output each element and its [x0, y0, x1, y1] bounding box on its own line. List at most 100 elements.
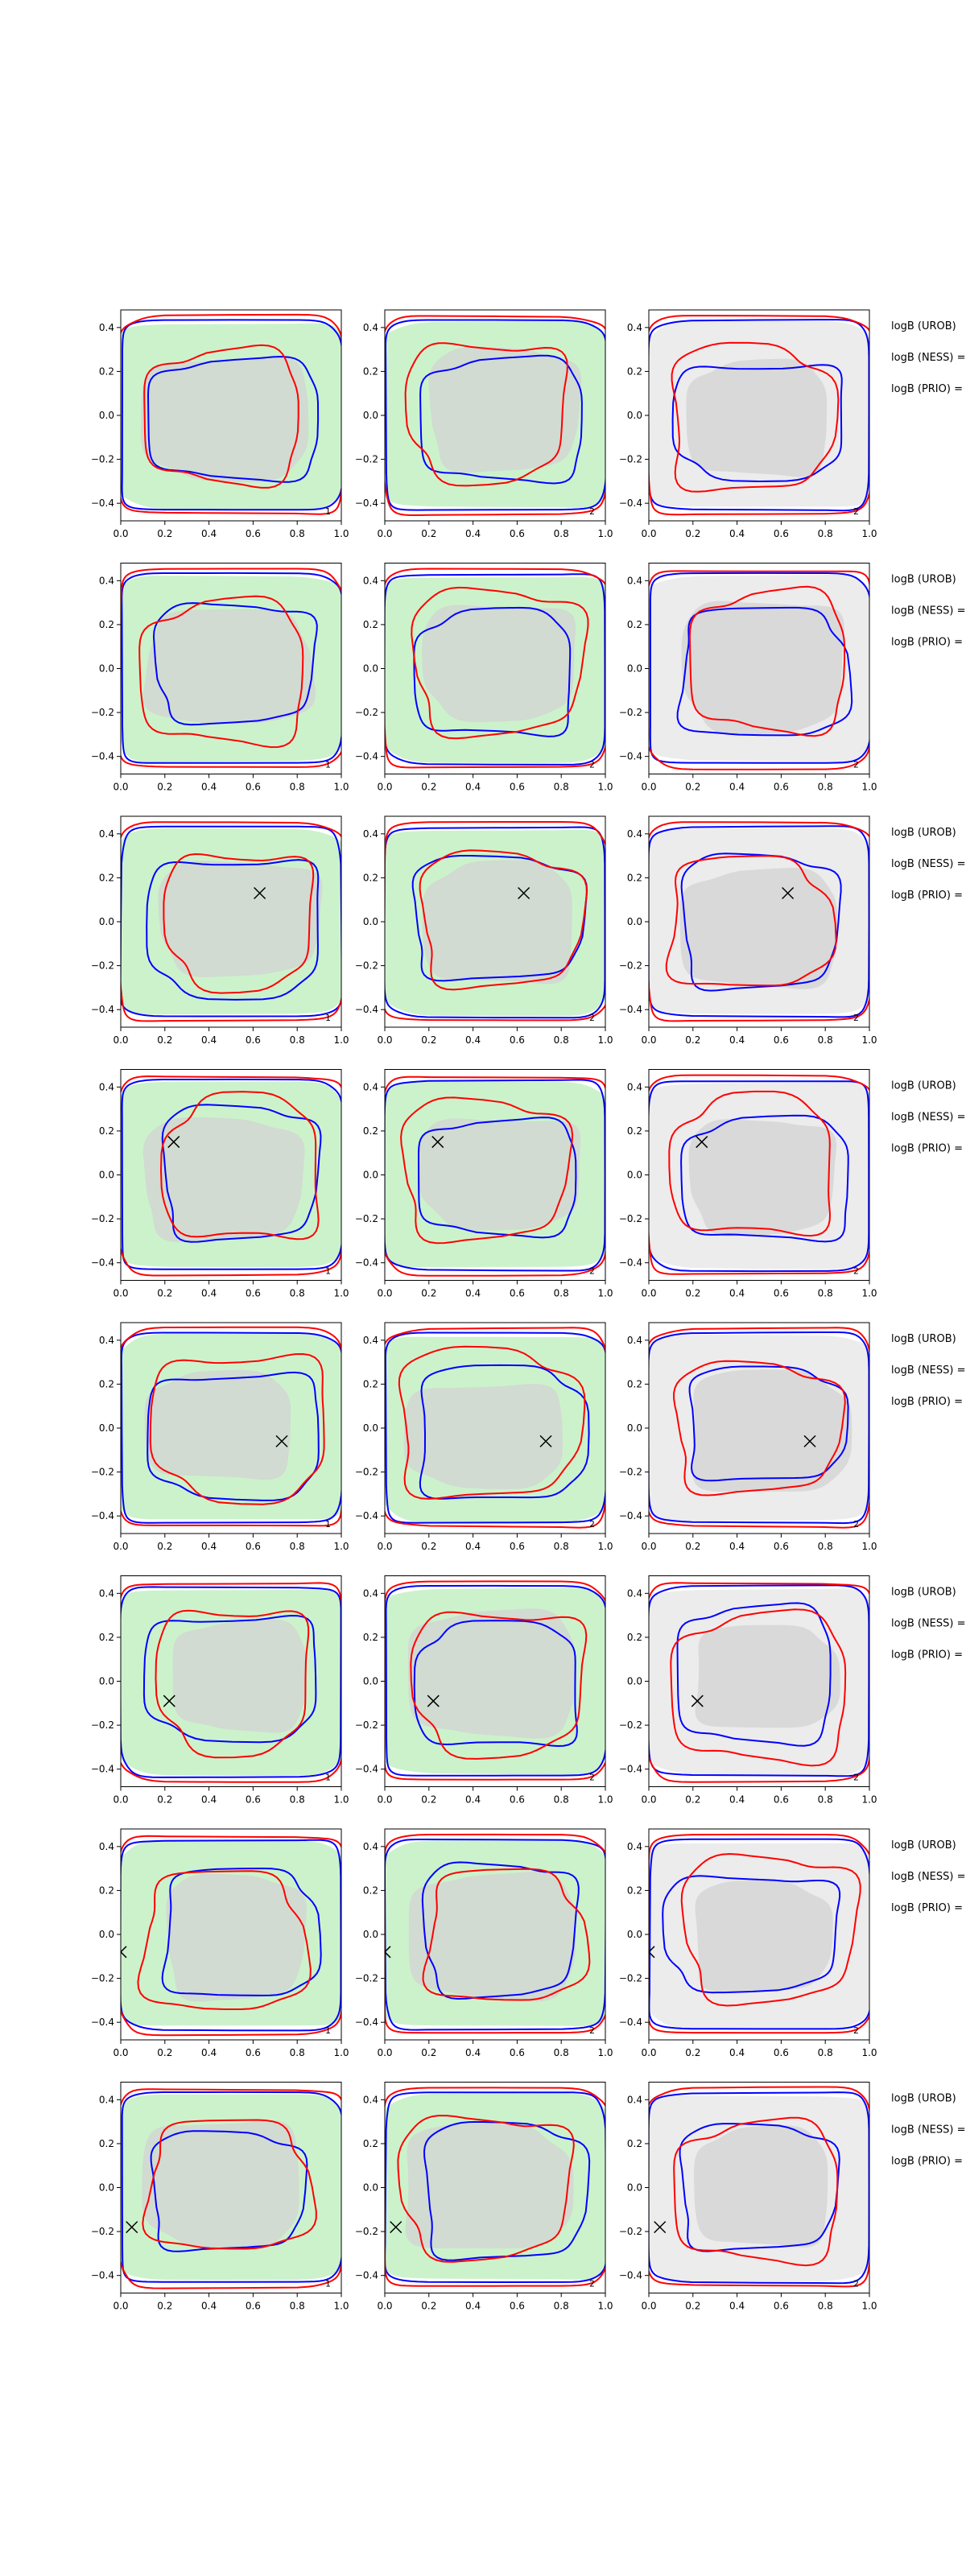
x-tick-label: 0.0 — [113, 2047, 128, 2058]
y-tick-label: 0.2 — [627, 1378, 642, 1389]
y-tick-label: −0.4 — [619, 1510, 642, 1521]
contour-blue-outer — [121, 1331, 341, 1524]
panel-label: 1 — [325, 2025, 331, 2036]
x-tick-label: 0.6 — [774, 2047, 789, 2058]
logb-label: logB (UROB) — [891, 1587, 956, 1599]
panel-label: 1 — [325, 506, 331, 517]
x-tick-label: 0.8 — [818, 1541, 833, 1552]
x-tick-label: 1.0 — [861, 1794, 877, 1806]
logb-label: logB (UROB) — [891, 574, 956, 586]
x-tick-label: 0.2 — [157, 1288, 172, 1299]
marker-x — [121, 1946, 127, 1959]
x-tick-label: 0.4 — [729, 1794, 745, 1806]
y-tick-label: 0.0 — [627, 1929, 642, 1940]
contour-blue-inner — [676, 1602, 832, 1747]
y-tick-label: 0.2 — [99, 1378, 114, 1389]
panel-r4-c3: 0.0 0.2 0.4 0.6 0.8 1.0 0.4 0.2 0.0 −0.2 −0.4 2 — [619, 1069, 877, 1299]
contour-blue-outer — [385, 2091, 605, 2284]
x-tick-label: 0.8 — [554, 1288, 569, 1299]
x-tick-label: 0.4 — [201, 1034, 217, 1046]
panel-label: 2 — [589, 506, 595, 517]
contour-red-outer — [121, 1075, 341, 1277]
y-tick-label: 0.2 — [627, 2138, 642, 2149]
contour-blue-inner — [146, 859, 320, 1001]
contour-red-inner — [163, 852, 315, 994]
x-tick-label: 0.4 — [729, 2301, 745, 2312]
x-tick-label: 0.2 — [421, 1794, 436, 1806]
contour-red-inner — [668, 1090, 832, 1237]
contour-red-outer — [121, 568, 341, 768]
y-tick-label: −0.4 — [355, 1510, 378, 1521]
x-tick-label: 1.0 — [333, 2047, 349, 2058]
y-tick-label: −0.2 — [91, 1467, 114, 1478]
density-fill-inner — [142, 2120, 299, 2250]
x-tick-label: 0.6 — [774, 2301, 789, 2312]
contour-red-inner — [680, 1852, 861, 2007]
contour-red-outer — [385, 315, 605, 516]
x-tick-label: 0.6 — [510, 528, 525, 539]
panel-r2-c2: 0.0 0.2 0.4 0.6 0.8 1.0 0.4 0.2 0.0 −0.2 −0.4 2 — [355, 563, 613, 793]
density-fill-inner — [166, 1873, 307, 2002]
contour-blue-inner — [413, 1620, 578, 1748]
panel-label: 1 — [325, 2279, 331, 2289]
y-tick-label: −0.2 — [619, 707, 642, 718]
density-fill-inner — [422, 605, 576, 723]
x-tick-label: 1.0 — [861, 1034, 877, 1046]
panel-label: 2 — [589, 1519, 595, 1530]
x-tick-label: 0.4 — [201, 1794, 217, 1806]
logb-label: logB (PRIO) = — [891, 890, 963, 902]
contour-blue-outer — [385, 1584, 605, 1777]
x-tick-label: 0.6 — [246, 782, 261, 793]
x-tick-label: 0.6 — [510, 1288, 525, 1299]
y-tick-label: 0.0 — [363, 1929, 378, 1940]
x-tick-label: 0.6 — [246, 2301, 261, 2312]
y-tick-label: 0.0 — [99, 1676, 114, 1687]
y-tick-label: −0.4 — [619, 2017, 642, 2028]
x-tick-label: 0.2 — [421, 2301, 436, 2312]
x-tick-label: 0.4 — [465, 2301, 481, 2312]
panel-r6-c1: 0.0 0.2 0.4 0.6 0.8 1.0 0.4 0.2 0.0 −0.2 −0.4 1 — [91, 1575, 349, 1806]
y-tick-label: 0.0 — [363, 663, 378, 675]
logb-label: logB (PRIO) = — [891, 1396, 963, 1408]
x-tick-label: 1.0 — [597, 1288, 613, 1299]
x-tick-label: 0.8 — [818, 1794, 833, 1806]
panel-r2-c3: 0.0 0.2 0.4 0.6 0.8 1.0 0.4 0.2 0.0 −0.2 −0.4 2 — [619, 563, 877, 793]
contour-blue-inner — [662, 1875, 841, 1994]
y-tick-label: 0.0 — [363, 2182, 378, 2194]
x-tick-label: 0.6 — [510, 2301, 525, 2312]
y-tick-label: 0.0 — [627, 2182, 642, 2194]
contour-red-inner — [143, 344, 299, 489]
density-fill-inner — [695, 1624, 840, 1728]
y-tick-label: −0.2 — [619, 2226, 642, 2237]
x-tick-label: 0.4 — [201, 2301, 217, 2312]
logb-label: logB (NESS) = — [891, 1364, 965, 1377]
x-tick-label: 1.0 — [333, 1541, 349, 1552]
contour-blue-outer — [121, 1839, 341, 2032]
x-tick-label: 0.6 — [774, 1288, 789, 1299]
y-tick-label: 0.2 — [627, 619, 642, 630]
x-tick-label: 0.2 — [685, 1034, 700, 1046]
x-tick-label: 0.6 — [774, 1794, 789, 1806]
y-tick-label: 0.2 — [627, 1632, 642, 1643]
y-tick-label: 0.0 — [99, 916, 114, 927]
x-tick-label: 1.0 — [597, 528, 613, 539]
x-tick-label: 0.2 — [421, 1034, 436, 1046]
contour-red-outer — [385, 2087, 605, 2287]
y-tick-label: −0.2 — [355, 1467, 378, 1478]
y-tick-label: 0.0 — [363, 916, 378, 927]
y-tick-label: 0.0 — [627, 410, 642, 421]
y-tick-label: 0.0 — [99, 1170, 114, 1181]
x-tick-label: 0.4 — [465, 1794, 481, 1806]
x-tick-label: 0.8 — [290, 782, 305, 793]
x-tick-label: 0.6 — [510, 2047, 525, 2058]
x-tick-label: 0.8 — [554, 1541, 569, 1552]
y-tick-label: 0.4 — [627, 575, 642, 586]
logb-label: logB (PRIO) = — [891, 1902, 963, 1914]
y-tick-label: −0.4 — [619, 1004, 642, 1015]
x-tick-label: 0.8 — [818, 2301, 833, 2312]
logb-label: logB (NESS) = — [891, 1871, 965, 1883]
logb-label: logB (UROB) — [891, 827, 956, 839]
x-tick-label: 1.0 — [333, 528, 349, 539]
y-tick-label: −0.2 — [619, 454, 642, 465]
y-tick-label: −0.4 — [91, 1004, 114, 1015]
